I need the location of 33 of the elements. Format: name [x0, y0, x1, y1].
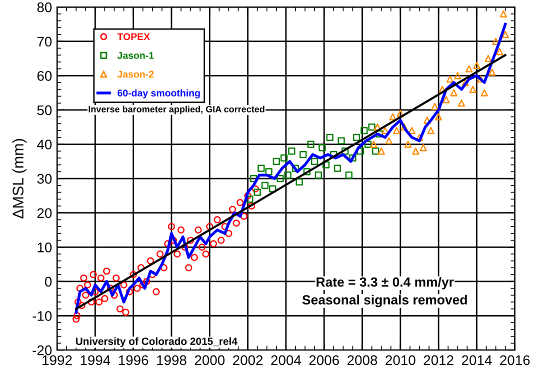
y-tick-label: 10 — [38, 242, 52, 252]
y-tick-label: 50 — [37, 105, 52, 116]
x-tick-label: 2010 — [386, 355, 416, 366]
x-tick-label: 2008 — [348, 355, 378, 366]
x-tick-label: 1996 — [118, 355, 148, 366]
legend-label: 60-day smoothing — [118, 89, 200, 98]
y-tick-label: 60 — [37, 71, 52, 81]
x-tick-label: 1994 — [80, 355, 110, 366]
legend-label: Jason-2 — [117, 70, 154, 78]
x-tick-label: 2004 — [271, 355, 301, 366]
x-tick-label: 2016 — [500, 355, 530, 366]
y-tick-label: -20 — [32, 345, 52, 356]
annotation: University of Colorado 2015_rel4 — [76, 337, 238, 348]
x-tick-label: 2000 — [194, 355, 225, 366]
y-tick-label: 30 — [37, 174, 52, 184]
x-tick-label: 2012 — [424, 355, 454, 366]
annotation: Seasonal signals removed — [302, 294, 467, 308]
x-tick-label: 2014 — [462, 355, 492, 366]
x-tick-label: 1998 — [157, 355, 186, 366]
annotation: Rate = 3.3 ± 0.4 mm/yr — [316, 277, 454, 290]
y-tick-label: 70 — [37, 36, 52, 47]
y-axis-title: ΔMSL (mm) — [12, 139, 27, 219]
annotation: Inverse barometer applied, GIA corrected — [88, 106, 264, 114]
x-tick-label: 1992 — [42, 355, 72, 366]
y-tick-label: 20 — [37, 208, 52, 218]
legend-label: Jason-1 — [117, 52, 154, 59]
y-tick-label: 80 — [37, 2, 52, 12]
x-tick-label: 2002 — [233, 355, 263, 366]
x-tick-label: 2006 — [309, 355, 339, 366]
legend-label: TOPEX — [117, 33, 150, 40]
y-tick-label: -10 — [32, 311, 52, 321]
y-tick-label: 40 — [37, 140, 52, 150]
y-tick-label: 0 — [44, 276, 52, 287]
